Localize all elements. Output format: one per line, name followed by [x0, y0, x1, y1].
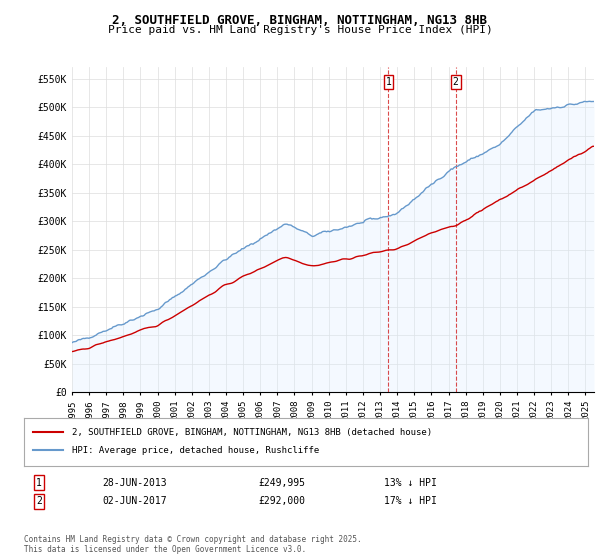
Text: Contains HM Land Registry data © Crown copyright and database right 2025.
This d: Contains HM Land Registry data © Crown c…	[24, 535, 362, 554]
Text: HPI: Average price, detached house, Rushcliffe: HPI: Average price, detached house, Rush…	[72, 446, 319, 455]
Text: 2: 2	[36, 496, 42, 506]
Text: 1: 1	[386, 77, 391, 87]
Text: £292,000: £292,000	[258, 496, 305, 506]
Text: 2, SOUTHFIELD GROVE, BINGHAM, NOTTINGHAM, NG13 8HB: 2, SOUTHFIELD GROVE, BINGHAM, NOTTINGHAM…	[113, 14, 487, 27]
Text: 2, SOUTHFIELD GROVE, BINGHAM, NOTTINGHAM, NG13 8HB (detached house): 2, SOUTHFIELD GROVE, BINGHAM, NOTTINGHAM…	[72, 428, 432, 437]
Text: 28-JUN-2013: 28-JUN-2013	[102, 478, 167, 488]
Text: 13% ↓ HPI: 13% ↓ HPI	[384, 478, 437, 488]
Text: Price paid vs. HM Land Registry's House Price Index (HPI): Price paid vs. HM Land Registry's House …	[107, 25, 493, 35]
Text: £249,995: £249,995	[258, 478, 305, 488]
Text: 17% ↓ HPI: 17% ↓ HPI	[384, 496, 437, 506]
Text: 2: 2	[453, 77, 458, 87]
Text: 02-JUN-2017: 02-JUN-2017	[102, 496, 167, 506]
Text: 1: 1	[36, 478, 42, 488]
